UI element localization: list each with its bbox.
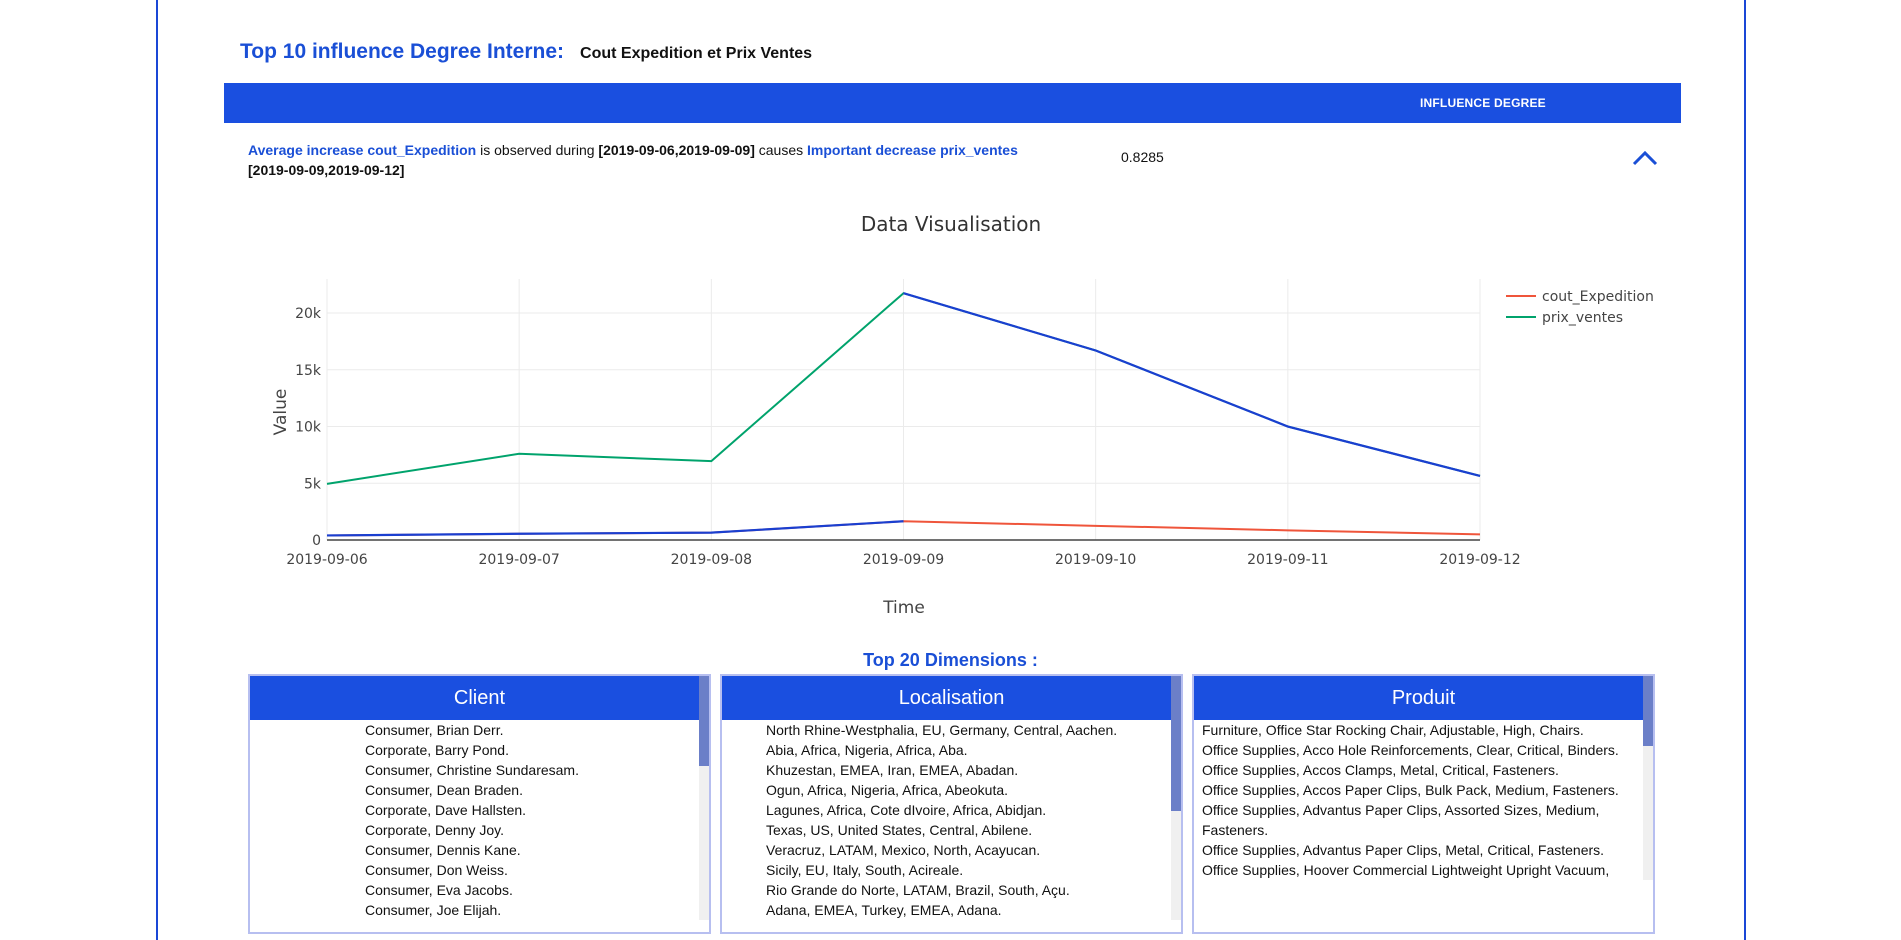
highlight-segment-prix-ventes	[903, 292, 1481, 477]
legend-item-prix-ventes[interactable]: prix_ventes	[1506, 310, 1623, 326]
dimensions-title: Top 20 Dimensions :	[863, 650, 1038, 670]
dimension-item: Consumer, Dennis Kane.	[365, 842, 521, 858]
produit-panel: Produit Furniture, Office Star Rocking C…	[1192, 674, 1655, 934]
dimension-item: Rio Grande do Norte, LATAM, Brazil, Sout…	[766, 882, 1070, 898]
legend-item-cout-expedition[interactable]: cout_Expedition	[1506, 289, 1654, 305]
produit-list[interactable]: Furniture, Office Star Rocking Chair, Ad…	[1194, 676, 1653, 880]
localisation-list[interactable]: North Rhine-Westphalia, EU, Germany, Cen…	[722, 676, 1181, 920]
y-tick-label: 15k	[295, 363, 322, 379]
data-visualisation-chart: Data Visualisation 2019-09-06 2019-09-07 2…	[224, 200, 1664, 640]
observed-text: is observed during	[480, 142, 595, 158]
x-tick-label: 2019-09-09	[863, 552, 944, 568]
dimension-item: Office Supplies, Acco Hole Reinforcement…	[1202, 742, 1619, 758]
collapse-row-button[interactable]	[1630, 146, 1660, 170]
dimension-item: Office Supplies, Advantus Paper Clips, A…	[1202, 802, 1600, 838]
effect-label: Important decrease prix_ventes	[807, 142, 1018, 158]
dimension-item: Sicily, EU, Italy, South, Acireale.	[766, 862, 964, 878]
legend-label: prix_ventes	[1542, 310, 1623, 326]
localisation-panel-title: Localisation	[722, 676, 1181, 720]
client-panel-title: Client	[250, 676, 709, 720]
produit-panel-title: Produit	[1194, 676, 1653, 720]
chart-grid	[326, 279, 1481, 540]
x-tick-label: 2019-09-08	[671, 552, 752, 568]
y-tick-label: 10k	[295, 420, 322, 436]
dimension-item: Khuzestan, EMEA, Iran, EMEA, Abadan.	[766, 762, 1019, 778]
legend-label: cout_Expedition	[1542, 289, 1654, 305]
influence-table-header: INFLUENCE DEGREE	[224, 83, 1681, 123]
x-tick-label: 2019-09-11	[1247, 552, 1328, 568]
x-axis-label: Time	[882, 598, 925, 618]
y-tick-label: 20k	[295, 306, 322, 322]
main-frame	[156, 0, 1746, 940]
dimension-item: Abia, Africa, Nigeria, Africa, Aba.	[766, 742, 968, 758]
page-subtitle: Cout Expedition et Prix Ventes	[580, 45, 813, 62]
page-title: Top 10 influence Degree Interne:	[240, 40, 565, 63]
dimension-item: Corporate, Denny Joy.	[365, 822, 505, 838]
client-list[interactable]: Consumer, Brian Derr. Corporate, Barry Po…	[250, 676, 709, 920]
cause-period: [2019-09-06,2019-09-09]	[598, 142, 755, 158]
dimension-item: Consumer, Brian Derr.	[365, 722, 504, 738]
chart-svg: Data Visualisation 2019-09-06 2019-09-07 2…	[271, 212, 1654, 618]
dimension-item: Corporate, Dave Hallsten.	[365, 802, 527, 818]
chevron-up-icon	[1632, 150, 1658, 166]
dimension-item: North Rhine-Westphalia, EU, Germany, Cen…	[766, 722, 1118, 738]
localisation-panel: Localisation North Rhine-Westphalia, EU,…	[720, 674, 1183, 934]
x-tick-label: 2019-09-12	[1439, 552, 1520, 568]
dimension-item: Veracruz, LATAM, Mexico, North, Acayucan…	[766, 842, 1041, 858]
dimension-item: Lagunes, Africa, Cote dIvoire, Africa, A…	[766, 802, 1047, 818]
scrollbar-thumb[interactable]	[1643, 676, 1653, 746]
chart-axes: 2019-09-06 2019-09-07 2019-09-08 2019-09-09…	[286, 306, 1520, 568]
x-tick-label: 2019-09-06	[286, 552, 367, 568]
scrollbar[interactable]	[1171, 676, 1181, 920]
chart-legend[interactable]: cout_Expedition prix_ventes	[1506, 289, 1654, 326]
x-tick-label: 2019-09-10	[1055, 552, 1136, 568]
page-header: Top 10 influence Degree Interne: Cout Ex…	[240, 40, 812, 64]
influence-degree-column-label: INFLUENCE DEGREE	[1420, 96, 1546, 110]
dimension-item: Corporate, Barry Pond.	[365, 742, 509, 758]
scrollbar-thumb[interactable]	[699, 676, 709, 766]
dimension-item: Consumer, Eva Jacobs.	[365, 882, 513, 898]
dimension-item: Furniture, Office Star Rocking Chair, Ad…	[1202, 722, 1584, 738]
client-panel: Client Consumer, Brian Derr. Corporate, B…	[248, 674, 711, 934]
y-tick-label: 0	[312, 533, 321, 549]
dimension-item: Office Supplies, Hoover Commercial Light…	[1202, 862, 1610, 878]
influence-row: Average increase cout_Expedition is obse…	[248, 140, 1098, 180]
scrollbar-thumb[interactable]	[1171, 676, 1181, 811]
dimension-item: Consumer, Joe Elijah.	[365, 902, 502, 918]
dimension-item: Consumer, Dean Braden.	[365, 782, 523, 798]
influence-score: 0.8285	[1121, 149, 1164, 165]
dimension-item: Ogun, Africa, Nigeria, Africa, Abeokuta.	[766, 782, 1009, 798]
cause-label: Average increase cout_Expedition	[248, 142, 477, 158]
dimension-item: Consumer, Christine Sundaresam.	[365, 762, 579, 778]
scrollbar[interactable]	[1643, 676, 1653, 880]
highlight-segment-cout-expedition	[326, 520, 904, 537]
dimension-item: Office Supplies, Accos Paper Clips, Bulk…	[1202, 782, 1619, 798]
y-tick-label: 5k	[304, 476, 322, 492]
effect-period: [2019-09-09,2019-09-12]	[248, 162, 405, 178]
y-axis-label: Value	[271, 389, 291, 436]
scrollbar[interactable]	[699, 676, 709, 920]
causes-text: causes	[758, 142, 804, 158]
dimension-item: Consumer, Don Weiss.	[365, 862, 508, 878]
x-tick-label: 2019-09-07	[478, 552, 559, 568]
dimension-item: Adana, EMEA, Turkey, EMEA, Adana.	[766, 902, 1002, 918]
chart-title: Data Visualisation	[861, 212, 1041, 236]
dimension-item: Office Supplies, Advantus Paper Clips, M…	[1202, 842, 1605, 858]
chart-series	[326, 292, 1481, 537]
dimension-item: Office Supplies, Accos Clamps, Metal, Cr…	[1202, 762, 1559, 778]
dimension-item: Texas, US, United States, Central, Abile…	[766, 822, 1033, 838]
